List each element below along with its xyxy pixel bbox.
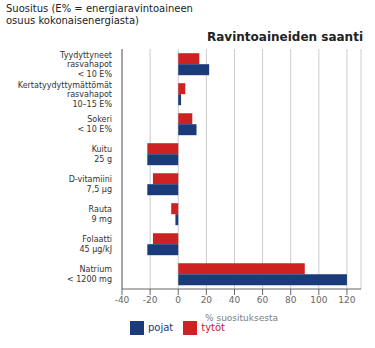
svg-text:Rauta9 mg: Rauta9 mg [89,205,112,224]
html-text:pojat: pojat [147,322,174,333]
svg-text:80: 80 [285,295,297,305]
svg-text:Tyydyttyneetrasvahapot< 10 E%: Tyydyttyneetrasvahapot< 10 E% [59,50,112,78]
svg-text:Sokeri< 10 E%: Sokeri< 10 E% [77,115,112,134]
html-text:Suositus (E% = energiaravintoa: Suositus (E% = energiaravintoaineen [6,3,193,14]
html-text:Ravintoaineiden saanti: Ravintoaineiden saanti [207,30,363,44]
svg-text:-20: -20 [143,295,158,305]
svg-text:120: 120 [338,295,355,305]
html-text:osuus kokonaisenergiasta): osuus kokonaisenergiasta) [6,15,139,26]
svg-text:40: 40 [229,295,241,305]
svg-text:D-vitamiini7,5 μg: D-vitamiini7,5 μg [69,175,112,194]
svg-text:Folaatti45 μg/kJ: Folaatti45 μg/kJ [79,235,112,254]
html-text:tytöt: tytöt [201,322,225,333]
svg-text:Kertatyydyttymättömätrasvahapo: Kertatyydyttymättömätrasvahapot10–15 E% [18,80,113,108]
svg-text:60: 60 [257,295,269,305]
svg-text:Natrium< 1200 mg: Natrium< 1200 mg [67,265,112,284]
svg-text:100: 100 [310,295,327,305]
svg-text:20: 20 [201,295,213,305]
svg-text:0: 0 [175,295,181,305]
svg-text:Kuitu25 g: Kuitu25 g [92,145,112,164]
svg-text:% suosituksesta: % suosituksesta [205,313,278,323]
svg-text:-40: -40 [115,295,130,305]
